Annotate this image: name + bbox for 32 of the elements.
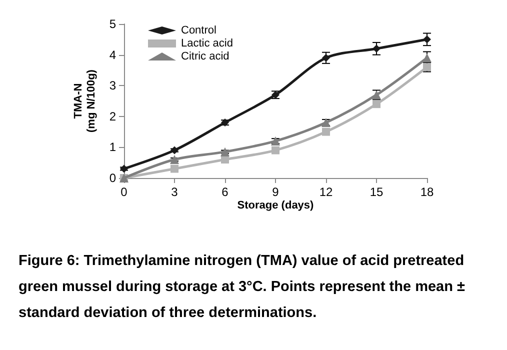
x-tick-label: 12 (319, 185, 333, 199)
x-tick-label: 18 (420, 185, 434, 199)
point (220, 147, 230, 156)
point (322, 54, 330, 62)
x-tick-label: 15 (370, 185, 384, 199)
point (170, 146, 178, 154)
legend-label: Lactic acid (181, 38, 233, 50)
point (170, 155, 179, 164)
caption: Figure 6: Trimethylamine nitrogen (TMA) value of acid pretreated green mussel during storage at 3°C. Points represent the mean ± standard deviation of three determinations. (18, 253, 469, 321)
y-tick-label: 1 (109, 140, 116, 154)
y-tick-label: 5 (109, 17, 116, 31)
point (422, 53, 432, 62)
y-tick-label: 4 (109, 48, 116, 62)
x-tick-label: 3 (171, 185, 178, 199)
point (221, 156, 229, 164)
legend-label: Citric acid (181, 50, 230, 62)
point (120, 164, 128, 173)
x-tick-label: 0 (120, 185, 128, 199)
legend-label: Control (181, 24, 216, 36)
y-tick-label: 3 (109, 78, 116, 93)
x-tick-label: 6 (222, 185, 229, 199)
y-axis-title: TMA-N (mg N/100g) (72, 69, 98, 132)
point (372, 100, 380, 108)
point (170, 164, 178, 173)
x-tick-label: 9 (272, 185, 280, 199)
point (322, 128, 330, 136)
point (423, 35, 431, 44)
y-tick-label: 2 (109, 109, 116, 124)
y-tick-label: 0 (109, 171, 116, 185)
x-axis-title: Storage (days) (237, 200, 314, 212)
point (372, 44, 380, 53)
point (272, 146, 280, 154)
